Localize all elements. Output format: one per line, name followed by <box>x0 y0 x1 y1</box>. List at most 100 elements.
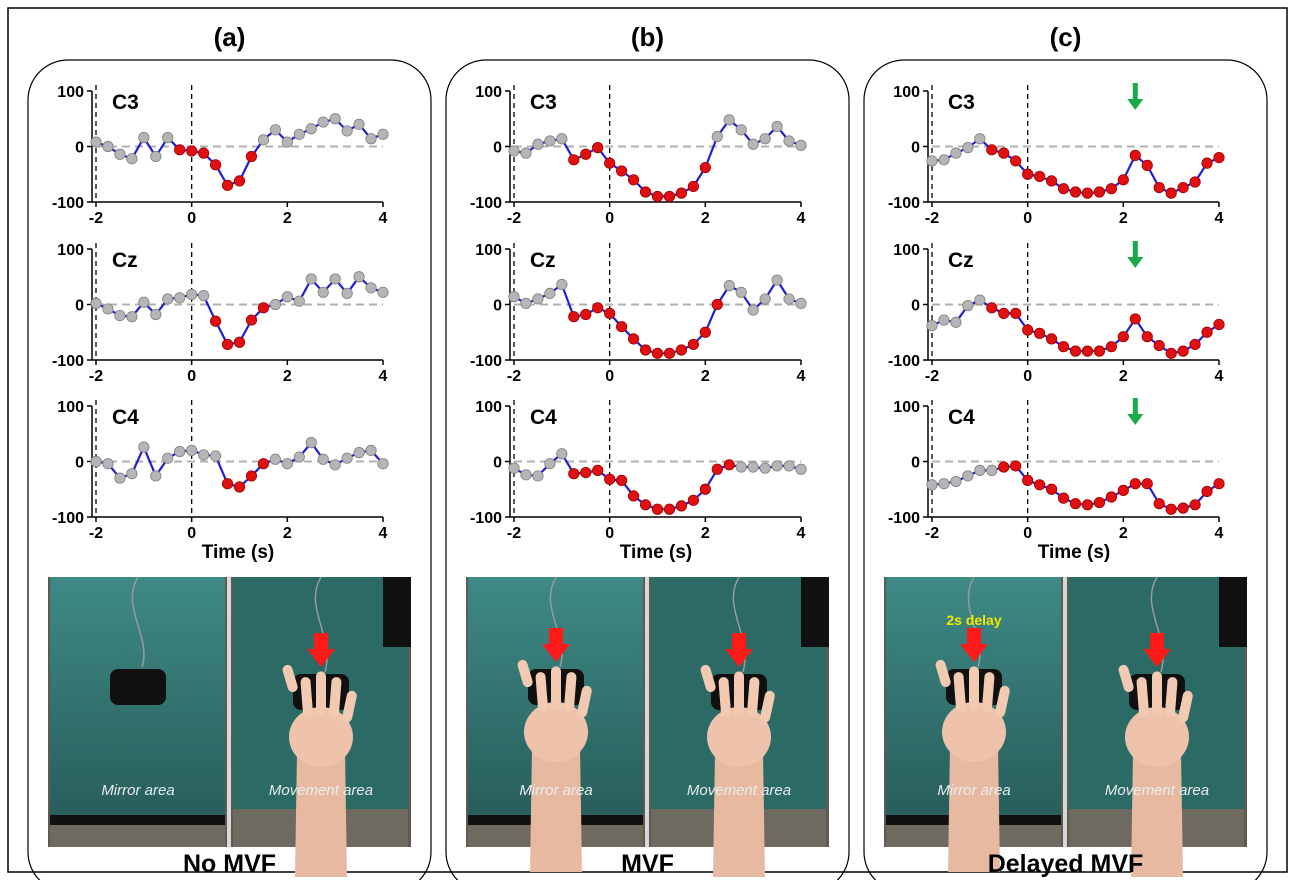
photo: Mirror area Movement area <box>466 576 829 877</box>
movement-finger-5 <box>760 690 775 723</box>
data-point <box>269 453 281 465</box>
movement-cable <box>314 576 328 673</box>
data-point <box>1153 181 1165 194</box>
data-point <box>687 494 699 506</box>
x-tick-label: 2 <box>701 525 710 542</box>
data-point <box>986 302 998 314</box>
channel-label: Cz <box>530 249 556 272</box>
data-point <box>723 114 735 126</box>
movement-finger-1 <box>700 664 716 693</box>
data-point <box>1081 187 1094 199</box>
data-point <box>1069 498 1082 510</box>
data-point <box>938 314 950 326</box>
data-point <box>795 297 807 309</box>
data-point <box>317 453 329 465</box>
data-point <box>795 139 807 151</box>
movement-palm <box>289 707 353 767</box>
data-point <box>795 463 807 475</box>
data-point <box>245 314 258 326</box>
data-point <box>508 462 520 474</box>
data-point <box>377 458 389 470</box>
channel-label: Cz <box>948 249 974 272</box>
data-point <box>771 120 783 133</box>
data-point <box>675 187 688 199</box>
data-point <box>1201 326 1213 338</box>
data-point <box>580 308 592 321</box>
x-tick-label: 2 <box>701 210 710 227</box>
mirror-red-arrow-icon <box>960 628 988 662</box>
data-point <box>639 499 652 511</box>
data-point <box>174 445 186 458</box>
data-point <box>341 125 353 137</box>
panel-frame <box>445 59 850 885</box>
data-point <box>1141 478 1153 490</box>
movement-area-label: Movement area <box>269 782 373 799</box>
data-point <box>998 307 1010 319</box>
data-point <box>568 468 580 480</box>
data-point <box>281 136 293 148</box>
data-point <box>329 273 341 285</box>
data-point <box>687 338 699 351</box>
data-point <box>1081 345 1094 357</box>
data-point <box>723 280 735 292</box>
data-point <box>544 458 556 470</box>
data-point <box>1034 479 1046 491</box>
data-point <box>604 157 616 169</box>
panel-frame <box>27 59 432 885</box>
movement-finger-4 <box>747 677 760 718</box>
movement-finger-3 <box>316 671 326 716</box>
green-arrow-icon <box>1127 398 1144 425</box>
data-point <box>233 481 246 493</box>
data-point <box>377 286 389 298</box>
data-point <box>675 500 688 512</box>
data-point <box>138 441 150 453</box>
data-point <box>532 293 544 305</box>
x-tick-label: 2 <box>1119 210 1128 227</box>
mirror-finger-2 <box>535 672 548 713</box>
panel-letter: (a) <box>214 22 246 52</box>
data-point <box>651 503 664 515</box>
movement-finger-4 <box>329 677 342 718</box>
data-point <box>257 458 270 470</box>
delay-label: 2s delay <box>946 612 1001 628</box>
y-tick-label: 100 <box>57 399 84 416</box>
data-point <box>520 297 532 309</box>
data-point <box>1177 502 1189 514</box>
data-point <box>305 437 317 449</box>
data-point <box>221 478 234 490</box>
data-point <box>150 308 162 321</box>
series-line <box>95 275 384 346</box>
data-point <box>1165 347 1177 359</box>
photo: Mirror area Movement area <box>48 576 411 877</box>
data-point <box>735 124 747 136</box>
data-point <box>1117 331 1129 343</box>
data-point <box>329 459 341 471</box>
mirror-palm <box>524 702 588 762</box>
data-point <box>293 451 305 463</box>
mirror-area-label: Mirror area <box>519 782 592 799</box>
data-point <box>747 304 759 316</box>
data-point <box>114 148 126 160</box>
panel-a: (a) 100 0 -100 -2 0 2 4 C3 100 0 -100 -2 0 2 4 Cz 100 0 -10… <box>27 22 432 885</box>
data-point <box>532 138 544 150</box>
panel-caption: MVF <box>621 850 674 878</box>
data-point <box>998 461 1010 473</box>
chart-c3: 100 0 -100 -2 0 2 4 C3 <box>470 84 807 227</box>
data-point <box>759 133 771 145</box>
data-point <box>174 144 186 156</box>
data-point <box>962 300 974 312</box>
x-tick-label: 0 <box>1023 525 1032 542</box>
data-point <box>198 147 210 159</box>
mirror-cable <box>131 576 145 668</box>
data-point <box>950 316 962 328</box>
data-point <box>735 286 747 298</box>
mirror-hand <box>517 659 592 872</box>
chart-c4: 100 0 -100 -2 0 2 4 C4 <box>52 399 389 542</box>
movement-finger-2 <box>718 677 731 718</box>
panel-letter: (c) <box>1050 22 1082 52</box>
y-tick-label: 100 <box>57 84 84 101</box>
data-point <box>759 462 771 474</box>
x-axis-label: Time (s) <box>202 542 275 563</box>
data-point <box>783 135 795 147</box>
x-tick-label: 0 <box>187 525 196 542</box>
